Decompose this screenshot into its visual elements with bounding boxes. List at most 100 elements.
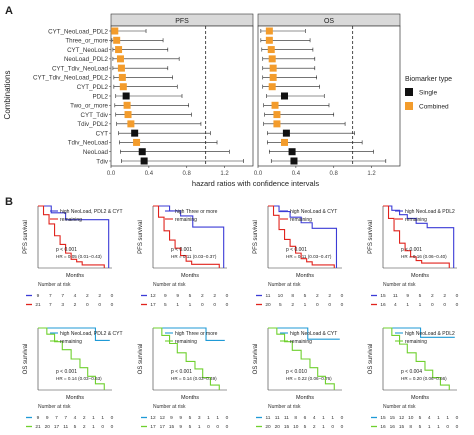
risk-count: 15: [399, 424, 405, 430]
risk-count: 1: [406, 302, 409, 308]
risk-table-title: Number at risk: [153, 404, 186, 410]
km-p-value: p < 0.001: [401, 247, 422, 253]
km-x-label: Months: [66, 395, 84, 401]
category-label: CYT_Tdiv_NeoLoad: [52, 65, 109, 72]
risk-table-title: Number at risk: [153, 282, 186, 288]
risk-count: 15: [284, 424, 290, 430]
risk-count: 12: [150, 293, 156, 299]
km-p-value: p < 0.001: [56, 369, 77, 375]
risk-count: 0: [207, 424, 210, 430]
km-legend-label: remaining: [290, 339, 312, 345]
risk-count: 5: [189, 293, 192, 299]
hr-point: [131, 129, 139, 137]
x-tick-label: 0.8: [330, 171, 339, 177]
risk-count: 1: [331, 415, 334, 421]
hr-point: [269, 64, 277, 72]
legend-swatch: [405, 102, 413, 110]
km-p-value: p < 0.001: [171, 369, 192, 375]
risk-count: 10: [408, 415, 414, 421]
risk-count: 2: [431, 293, 434, 299]
risk-count: 0: [341, 415, 344, 421]
risk-count: 1: [101, 415, 104, 421]
km-legend-label: high NeoLoad, PDL2 & CYT: [60, 209, 123, 215]
km-curve-high: [153, 327, 225, 341]
risk-count: 2: [313, 424, 316, 430]
risk-count: 15: [169, 424, 175, 430]
risk-count: 2: [74, 302, 77, 308]
risk-table-title: Number at risk: [38, 282, 71, 288]
panel-b-tag: B: [5, 196, 13, 208]
risk-count: 3: [61, 302, 64, 308]
risk-count: 0: [226, 293, 229, 299]
risk-count: 9: [406, 293, 409, 299]
risk-count: 1: [189, 302, 192, 308]
risk-count: 5: [279, 302, 282, 308]
risk-count: 9: [46, 415, 49, 421]
risk-count: 5: [164, 302, 167, 308]
risk-count: 15: [390, 415, 396, 421]
hr-point: [122, 92, 130, 100]
km-y-label: OS survival: [23, 344, 29, 375]
km-curve-remaining: [38, 205, 105, 268]
risk-count: 5: [304, 293, 307, 299]
hr-point: [281, 92, 289, 100]
km-curve-remaining: [268, 327, 335, 390]
km-y-label: PFS survival: [253, 220, 259, 254]
km-curve-remaining: [153, 327, 220, 390]
risk-count: 1: [437, 415, 440, 421]
km-hazard-ratio: HR = 0.14 (0.03−0.49): [171, 376, 217, 381]
risk-count: 0: [341, 302, 344, 308]
risk-count: 5: [419, 424, 422, 430]
hr-point: [127, 120, 135, 128]
panel-a-tag: A: [5, 5, 13, 17]
risk-count: 0: [201, 302, 204, 308]
km-hazard-ratio: HR = 0.20 (0.06−0.66): [401, 376, 447, 381]
km-x-label: Months: [411, 273, 429, 279]
risk-count: 1: [437, 424, 440, 430]
risk-count: 5: [304, 424, 307, 430]
km-hazard-ratio: HR = 0.22 (0.06−0.76): [286, 376, 332, 381]
hr-point: [265, 27, 273, 35]
risk-count: 16: [390, 424, 396, 430]
x-tick-label: 0.8: [183, 171, 192, 177]
category-label: NeoLoad_PDL2: [64, 56, 109, 63]
risk-count: 8: [294, 415, 297, 421]
km-p-value: p < 0.001: [286, 247, 307, 253]
risk-count: 11: [266, 415, 271, 421]
km-hazard-ratio: HR = 0.11 (0.03−0.47): [286, 254, 332, 259]
risk-count: 0: [226, 302, 229, 308]
category-label: Tdiv_NeoLoad: [68, 140, 109, 147]
risk-count: 9: [170, 415, 173, 421]
risk-count: 2: [201, 293, 204, 299]
risk-count: 0: [446, 424, 449, 430]
risk-count: 4: [74, 293, 77, 299]
risk-count: 11: [284, 415, 289, 421]
risk-count: 6: [304, 415, 307, 421]
risk-count: 15: [380, 293, 386, 299]
risk-count: 0: [111, 302, 114, 308]
risk-count: 8: [409, 424, 412, 430]
risk-count: 20: [265, 302, 271, 308]
risk-count: 0: [341, 424, 344, 430]
legend-label-combined: Combined: [419, 104, 449, 111]
risk-count: 1: [322, 424, 325, 430]
risk-count: 1: [207, 415, 210, 421]
risk-count: 9: [37, 415, 40, 421]
km-legend-label: remaining: [60, 339, 82, 345]
y-axis-title: Combinations: [3, 71, 12, 120]
risk-count: 1: [428, 424, 431, 430]
x-tick-label: 0.0: [254, 171, 263, 177]
km-p-value: p < 0.001: [171, 247, 192, 253]
km-curve-high: [38, 205, 110, 268]
risk-count: 4: [313, 415, 316, 421]
hr-point: [117, 64, 125, 72]
category-label: CYT_NeoLoad_PDL2: [48, 28, 108, 35]
risk-count: 7: [64, 415, 67, 421]
km-hazard-ratio: HR = 0.11 (0.03−0.37): [171, 254, 217, 259]
km-curve-remaining: [38, 327, 105, 390]
hr-point: [118, 73, 126, 81]
risk-count: 16: [380, 424, 386, 430]
risk-count: 7: [49, 293, 52, 299]
facet-title-os: OS: [324, 18, 334, 25]
km-curve-high: [383, 205, 455, 268]
